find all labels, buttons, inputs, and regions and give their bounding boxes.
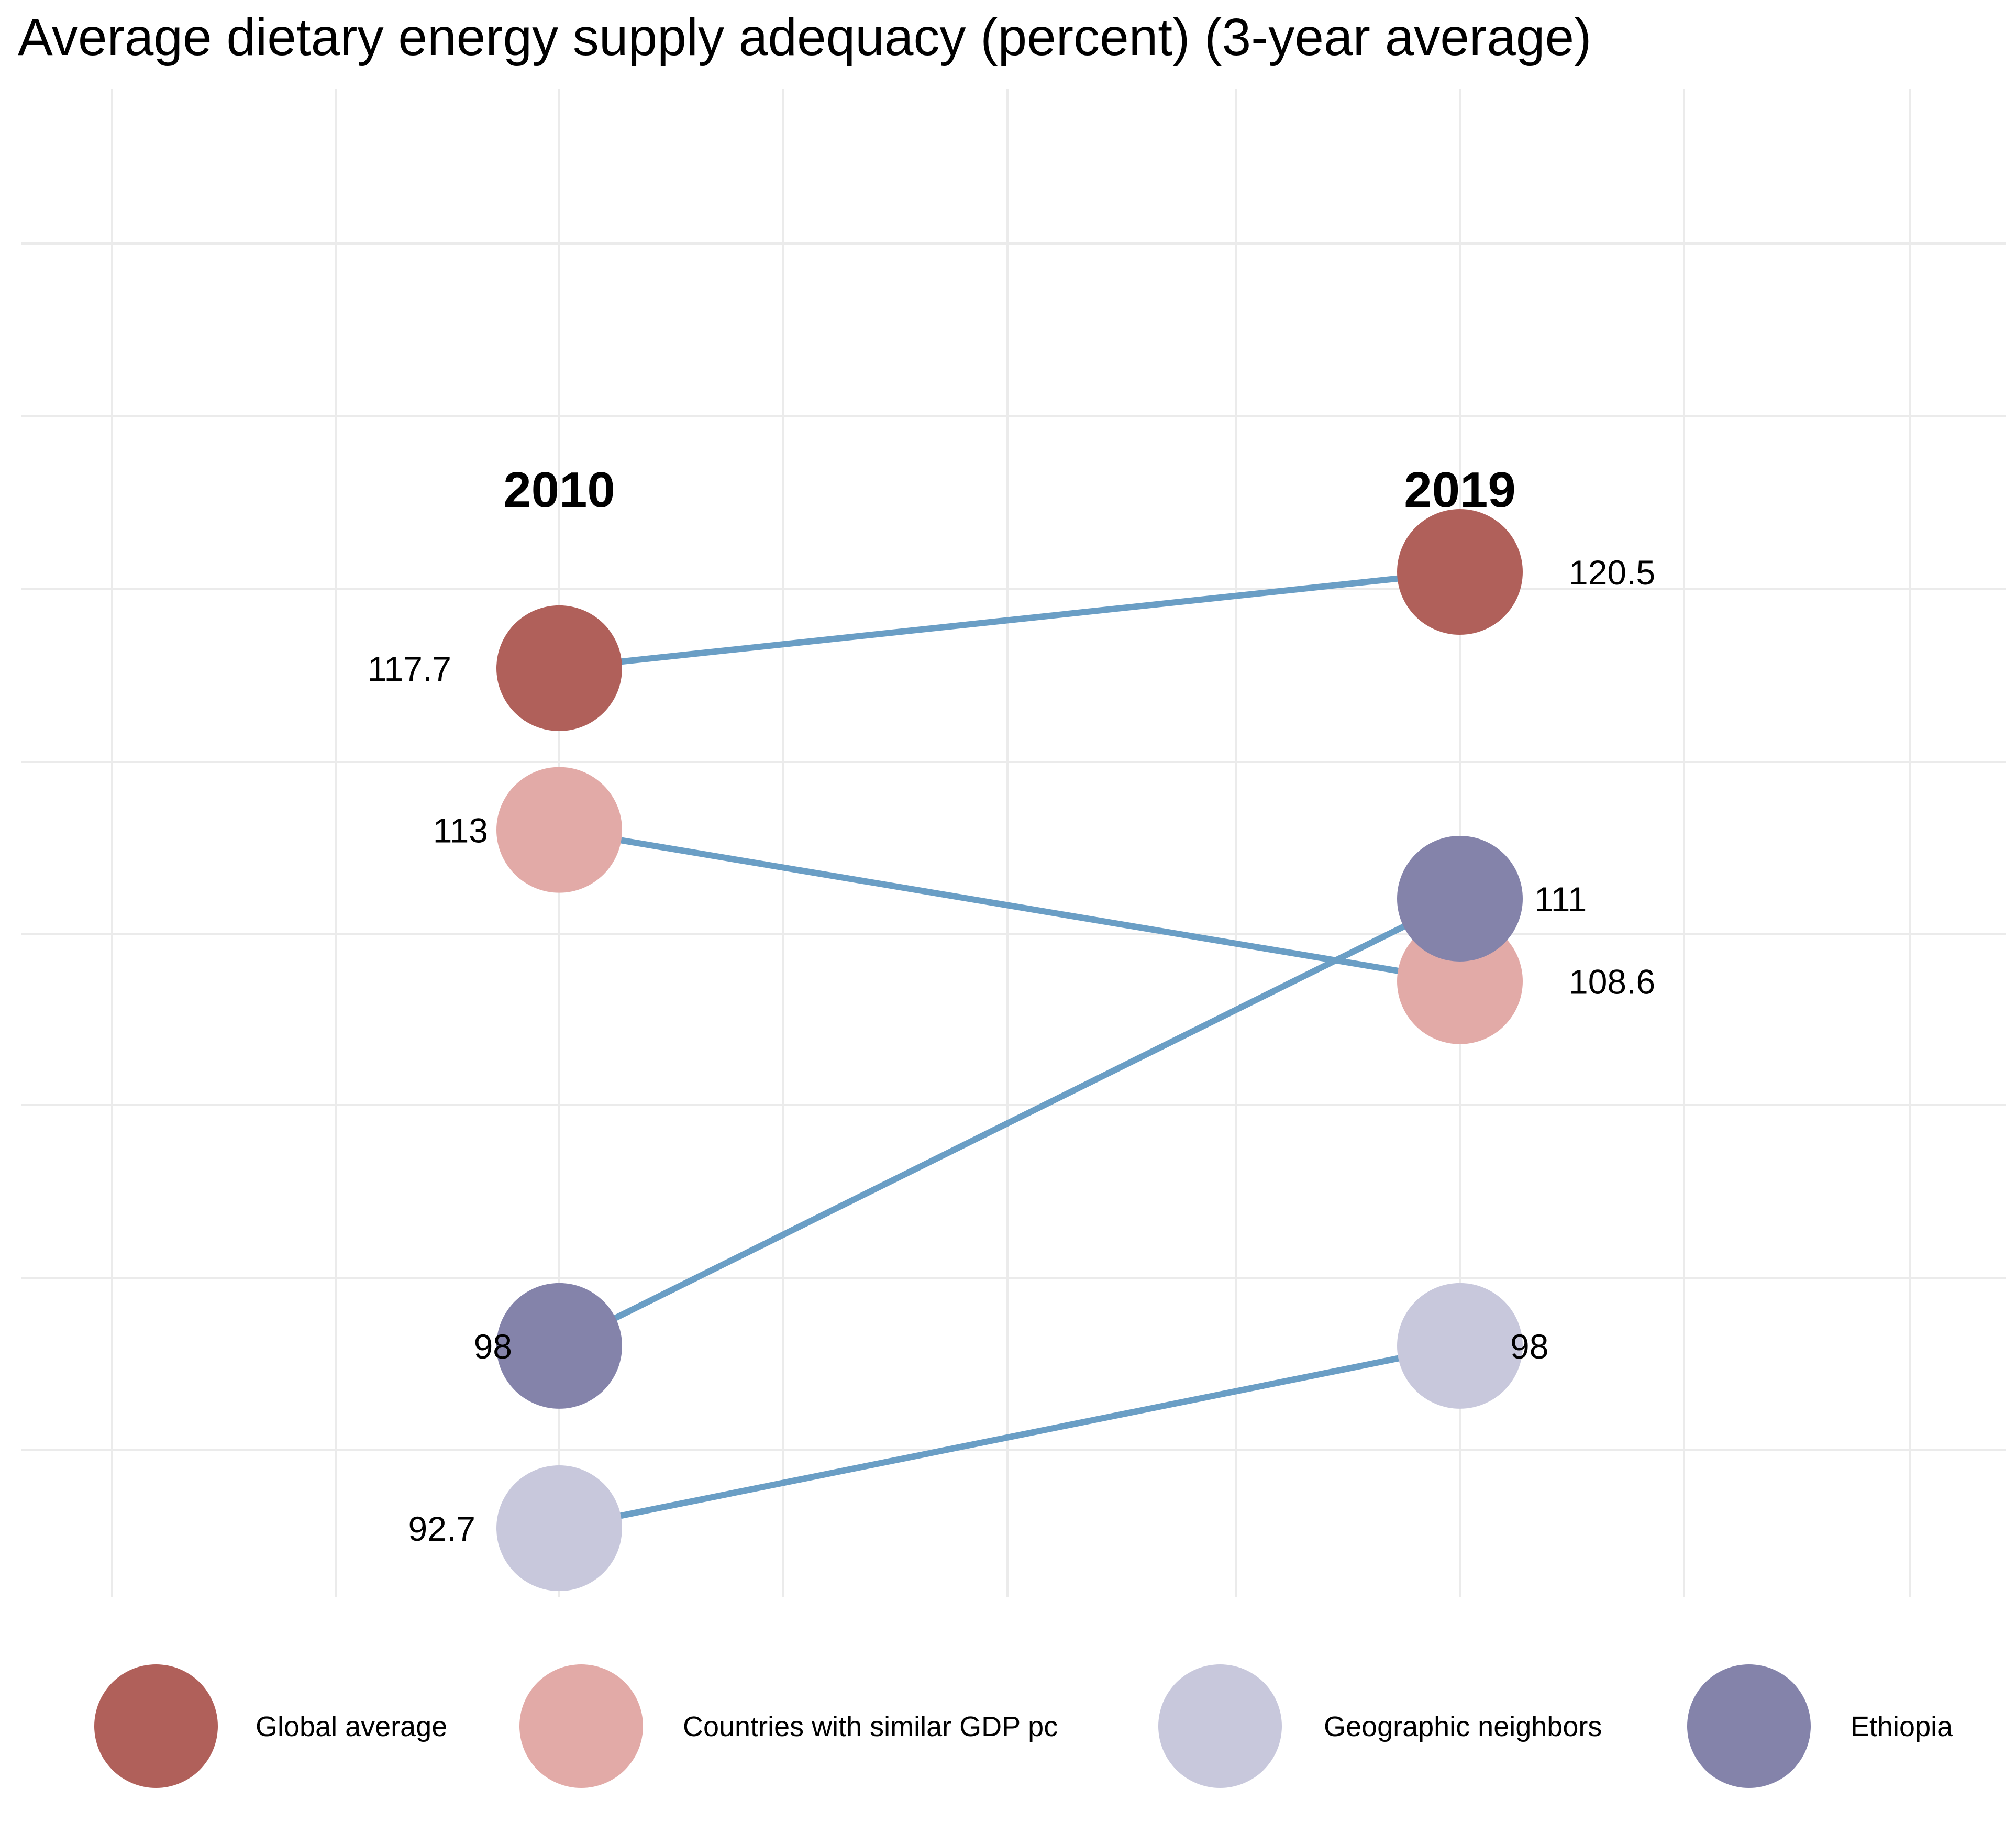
value-label-countries-with-similar-gdp-pc-2019: 108.6 (1569, 963, 1655, 1001)
legend-swatch-geographic-neighbors (1158, 1664, 1282, 1788)
value-label-global-average-2019: 120.5 (1569, 553, 1655, 592)
legend-swatch-ethiopia (1687, 1664, 1811, 1788)
slope-line-countries-with-similar-gdp-pc (556, 826, 1463, 985)
legend-swatch-countries-with-similar-gdp-pc (519, 1664, 643, 1788)
data-labels: 117.7 120.5 113 108.6 92.7 98 98 111 (368, 553, 1655, 1548)
point-global-average-2010 (496, 605, 622, 731)
legend-label-ethiopia: Ethiopia (1851, 1711, 1953, 1742)
value-label-global-average-2010: 117.7 (368, 649, 451, 688)
value-label-geographic-neighbors-2019: 98 (1510, 1327, 1548, 1366)
legend-label-countries-with-similar-gdp-pc: Countries with similar GDP pc (683, 1711, 1058, 1742)
point-geographic-neighbors-2010 (496, 1465, 622, 1591)
legend-label-geographic-neighbors: Geographic neighbors (1324, 1711, 1602, 1742)
value-label-countries-with-similar-gdp-pc-2010: 113 (433, 811, 488, 850)
slope-lines (556, 569, 1463, 1531)
year-label-2019: 2019 (1404, 462, 1516, 518)
point-geographic-neighbors-2019 (1397, 1283, 1523, 1409)
point-ethiopia-2019 (1397, 835, 1523, 962)
legend-label-global-average: Global average (256, 1711, 447, 1742)
value-label-ethiopia-2010: 98 (474, 1327, 512, 1366)
year-labels: 2010 2019 (503, 462, 1516, 518)
point-countries-with-similar-gdp-pc-2010 (496, 767, 622, 893)
value-label-geographic-neighbors-2010: 92.7 (408, 1509, 475, 1548)
data-points (496, 509, 1523, 1591)
legend-swatch-global-average (94, 1664, 218, 1788)
legend: Global average Countries with similar GDP… (94, 1664, 1953, 1788)
year-label-2010: 2010 (503, 462, 615, 518)
slope-line-global-average (556, 569, 1463, 671)
grid (21, 89, 2006, 1597)
point-ethiopia-2010 (496, 1283, 622, 1409)
slope-line-ethiopia (556, 895, 1463, 1349)
chart-title: Average dietary energy supply adequacy (… (18, 8, 1592, 67)
value-label-ethiopia-2019: 111 (1534, 880, 1587, 919)
point-global-average-2019 (1397, 509, 1523, 635)
slope-line-geographic-neighbors (556, 1342, 1463, 1531)
